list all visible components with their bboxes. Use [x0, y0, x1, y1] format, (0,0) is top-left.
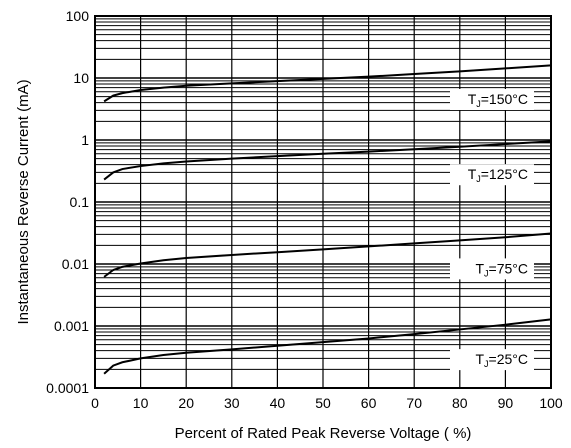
y-axis-title: Instantaneous Reverse Current (mA): [15, 79, 32, 324]
curve-label-background: [450, 164, 534, 186]
x-tick-label: 70: [406, 395, 422, 411]
curve-label-background: [450, 258, 534, 280]
series-line: [103, 64, 552, 103]
curve-label-background: [450, 349, 534, 371]
y-tick-label: 0.1: [70, 194, 90, 210]
curve-label: TJ=25°C: [475, 351, 528, 369]
series-line: [103, 232, 552, 278]
curve-label: TJ=125°C: [468, 166, 528, 184]
x-tick-label: 90: [498, 395, 514, 411]
y-tick-label: 0.01: [62, 256, 89, 272]
curve-label: TJ=75°C: [475, 260, 528, 278]
series-line: [103, 318, 552, 375]
x-tick-label: 50: [315, 395, 331, 411]
y-tick-label: 0.001: [54, 318, 89, 334]
y-tick-labels: 0.0001 0.001 0.01 0.1 1 10 100: [46, 8, 89, 396]
x-tick-label: 60: [361, 395, 377, 411]
curve-labels: TJ=150°C TJ=125°C TJ=75°C TJ=25°C: [450, 89, 534, 371]
y-tick-label: 1: [81, 132, 89, 148]
curves: [103, 64, 552, 375]
x-tick-labels: 0 10 20 30 40 50 60 70 80 90 100: [91, 395, 563, 411]
x-axis-title: Percent of Rated Peak Reverse Voltage ( …: [175, 425, 472, 442]
plot-frame: [94, 15, 552, 389]
x-tick-label: 80: [452, 395, 468, 411]
y-tick-label: 100: [66, 8, 90, 24]
x-tick-label: 0: [91, 395, 99, 411]
y-tick-label: 0.0001: [46, 380, 89, 396]
y-tick-label: 10: [73, 70, 89, 86]
curve-label: TJ=150°C: [468, 91, 528, 109]
x-tick-label: 10: [133, 395, 149, 411]
x-tick-label: 40: [270, 395, 286, 411]
x-tick-label: 30: [224, 395, 240, 411]
x-tick-label: 20: [178, 395, 194, 411]
grid: [95, 16, 551, 388]
series-line: [103, 140, 552, 181]
x-tick-label: 100: [539, 395, 563, 411]
curve-label-background: [450, 89, 534, 111]
